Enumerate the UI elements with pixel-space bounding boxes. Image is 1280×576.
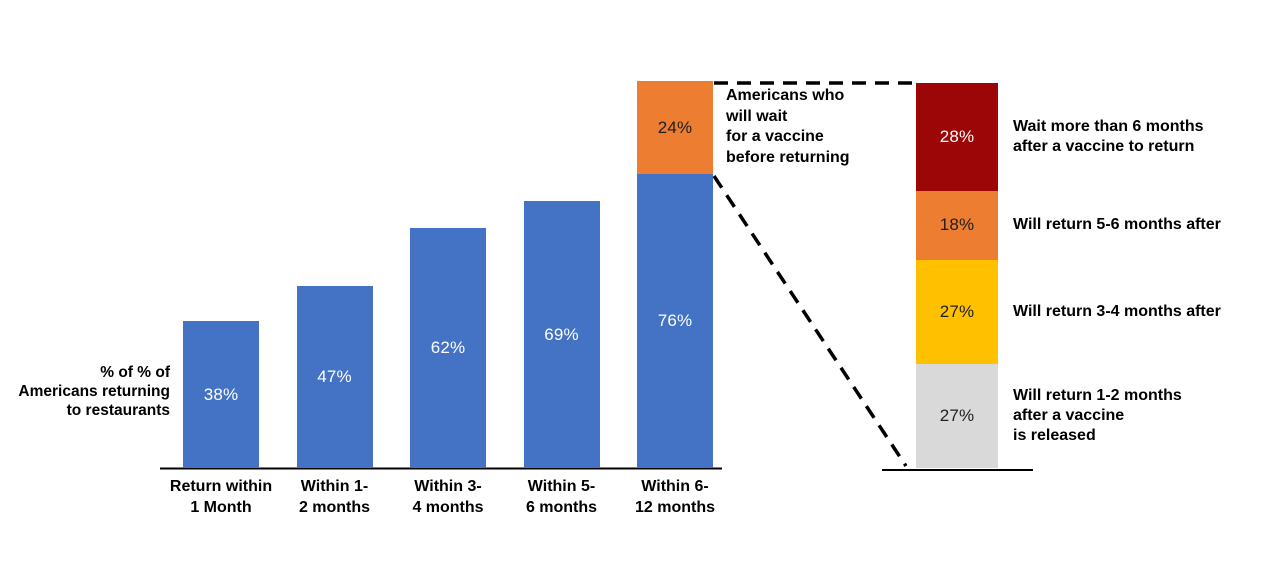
stack-segment-2: 18% — [916, 190, 998, 261]
blue-bar-5: 76% — [637, 174, 713, 468]
stack-segment-1: 28% — [916, 83, 998, 191]
stack-segment-description-1: Wait more than 6 months after a vaccine … — [1013, 117, 1204, 155]
stack-segment-pct-label-1: 28% — [939, 126, 975, 146]
stack-segment-description-2: Will return 5-6 months after — [1013, 216, 1221, 234]
x-axis-category-5: Within 6- 12 months — [634, 478, 715, 516]
x-axis-category-1: Return within 1 Month — [169, 478, 273, 516]
x-axis-category-2: Within 1- 2 months — [298, 478, 371, 516]
wait-segment-bar: 24% — [637, 81, 713, 174]
vaccine-wait-annotation: Americans who will wait for a vaccine be… — [726, 87, 850, 166]
x-axis-category-3: Within 3- 4 months — [412, 478, 484, 516]
y-axis-title: % of % of Americans returning to restaur… — [18, 364, 170, 419]
blue-bar-value-label-3: 62% — [430, 338, 466, 357]
x-axis-category-4: Within 5- 6 months — [525, 478, 598, 516]
stack-segment-4: 27% — [916, 364, 998, 468]
breakout-bottom-dashed-line — [712, 175, 908, 467]
blue-bar-value-label-5: 76% — [657, 311, 693, 330]
stack-segment-pct-label-3: 27% — [939, 302, 975, 322]
blue-bar-value-label-1: 38% — [203, 384, 239, 404]
wait-segment-value-label: 24% — [657, 117, 693, 137]
stack-segment-pct-label-2: 18% — [939, 215, 975, 235]
blue-bar-value-label-2: 47% — [317, 367, 352, 386]
blue-bar-2: 47% — [296, 286, 373, 468]
stack-segment-description-4: Will return 1-2 months after a vaccine i… — [1013, 387, 1182, 445]
blue-bar-value-label-4: 69% — [544, 324, 579, 344]
stack-segment-pct-label-4: 27% — [939, 406, 975, 426]
blue-bar-1: 38% — [183, 321, 259, 468]
stack-segment-description-3: Will return 3-4 months after — [1013, 303, 1221, 321]
stack-segment-3: 27% — [916, 260, 998, 365]
blue-bar-3: 62% — [410, 228, 486, 468]
blue-bar-4: 69% — [523, 201, 600, 468]
